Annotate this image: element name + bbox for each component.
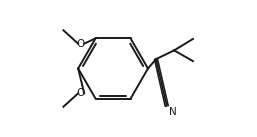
Text: O: O [77,39,85,49]
Text: N: N [169,107,177,117]
Text: O: O [77,88,85,98]
